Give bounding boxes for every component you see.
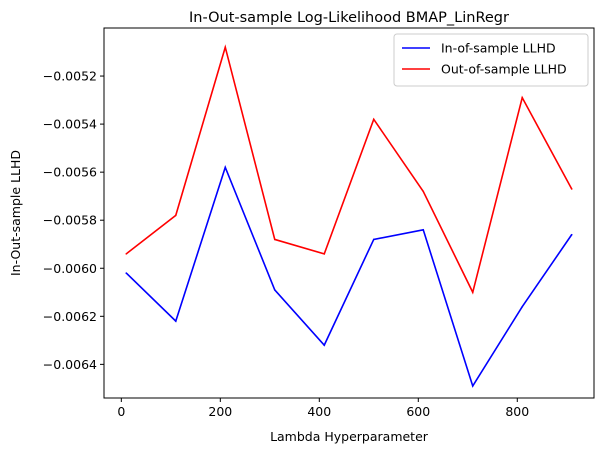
- x-tick-label: 400: [307, 404, 331, 419]
- y-tick-label: −0.0052: [43, 69, 97, 84]
- x-tick-label: 600: [406, 404, 430, 419]
- y-axis-title: In-Out-sample LLHD: [8, 150, 23, 276]
- data-point: [422, 229, 425, 231]
- y-tick-label: −0.0064: [43, 357, 97, 372]
- legend: In-of-sample LLHD Out-of-sample LLHD: [393, 33, 589, 87]
- x-axis: 0 200 400 600 800: [117, 398, 529, 419]
- data-point: [422, 190, 425, 193]
- y-tick-label: −0.0062: [43, 309, 97, 324]
- data-point: [570, 233, 573, 236]
- data-point: [224, 46, 227, 49]
- data-point: [372, 238, 375, 241]
- data-point: [323, 344, 326, 346]
- data-point: [125, 253, 128, 255]
- y-tick-label: −0.0056: [43, 165, 97, 180]
- legend-box: [393, 33, 589, 87]
- data-point: [323, 253, 326, 255]
- data-point: [521, 305, 524, 308]
- plot-frame: [103, 27, 595, 399]
- chart-title: In-Out-sample Log-Likelihood BMAP_LinReg…: [189, 10, 509, 26]
- legend-label: In-of-sample LLHD: [441, 41, 556, 56]
- series-layer: [125, 44, 573, 388]
- series-line-1: [125, 165, 573, 388]
- data-point: [521, 96, 524, 99]
- x-tick-label: 800: [505, 404, 529, 419]
- series-line-2: [125, 44, 573, 295]
- data-point: [224, 166, 227, 169]
- y-tick-label: −0.0058: [43, 213, 97, 228]
- y-axis: −0.0064 −0.0062 −0.0060 −0.0058 −0.0056 −0.00…: [43, 69, 104, 372]
- data-point: [471, 385, 474, 387]
- legend-label: Out-of-sample LLHD: [441, 62, 567, 77]
- data-point: [273, 289, 276, 291]
- x-tick-label: 200: [208, 404, 232, 419]
- x-axis-title: Lambda Hyperparameter: [270, 429, 429, 444]
- data-point: [471, 291, 474, 294]
- y-tick-label: −0.0060: [43, 261, 97, 276]
- data-point: [174, 214, 177, 217]
- x-tick-label: 0: [117, 404, 125, 419]
- y-tick-label: −0.0054: [43, 117, 97, 132]
- data-point: [174, 320, 177, 322]
- data-point: [372, 118, 375, 121]
- data-point: [570, 188, 573, 190]
- data-point: [273, 238, 276, 241]
- plot-area: [103, 27, 595, 399]
- data-point: [125, 272, 128, 274]
